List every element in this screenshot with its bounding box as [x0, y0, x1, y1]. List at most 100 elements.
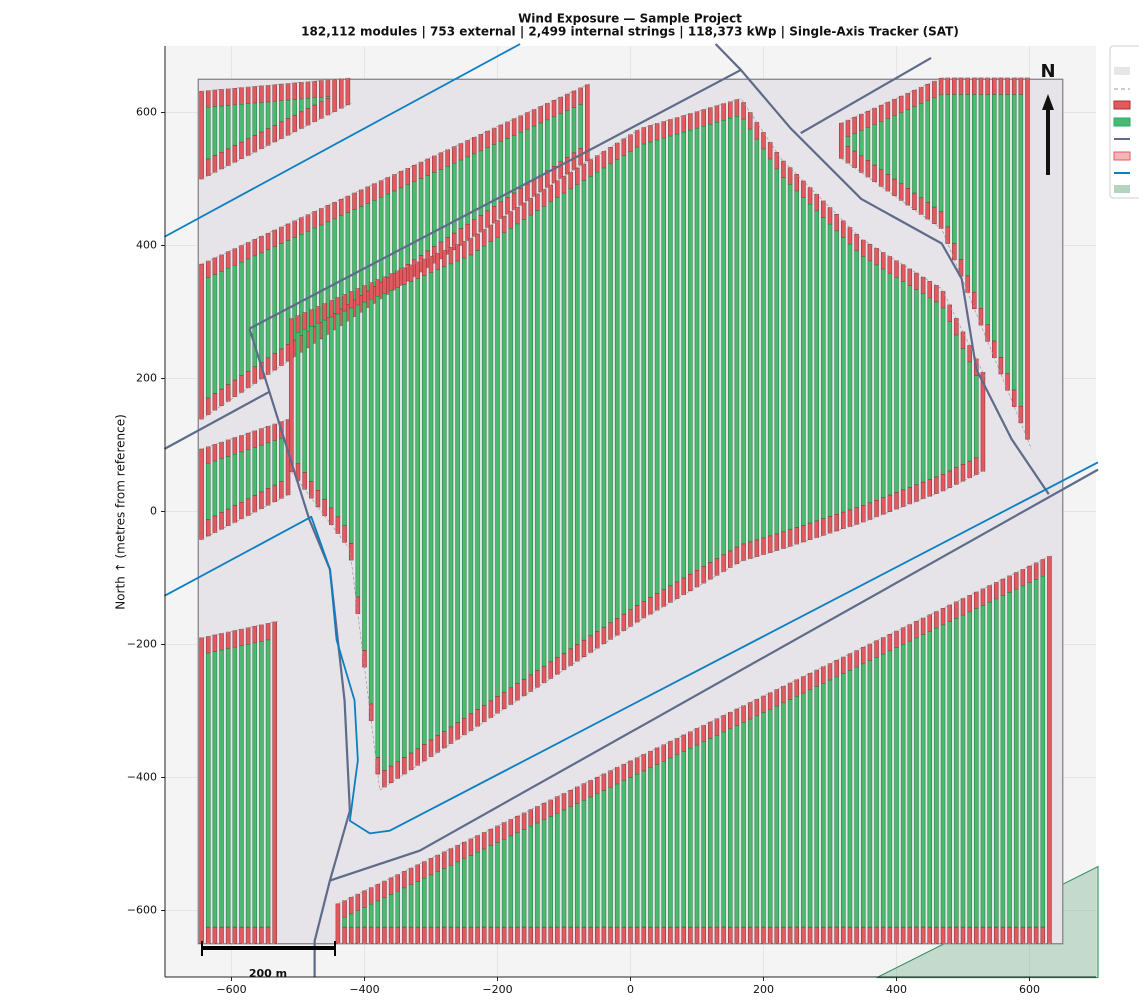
tracker-cap: [741, 926, 746, 944]
tracker-cap: [834, 926, 839, 944]
tracker-cap: [265, 128, 271, 146]
tracker-inner: [378, 197, 384, 283]
tracker-inner: [508, 228, 514, 689]
tracker-inner: [965, 94, 970, 277]
tracker-cap: [661, 744, 666, 762]
tracker-cap: [595, 776, 600, 795]
tracker-cap: [455, 722, 460, 740]
tracker-cap: [252, 495, 258, 513]
tracker-cap: [315, 306, 321, 324]
tracker-cap: [205, 636, 211, 654]
block-edge: [201, 418, 290, 450]
tracker-cap: [368, 887, 374, 905]
tracker-cap: [521, 678, 527, 697]
tracker-inner: [892, 115, 897, 180]
block-edge: [291, 469, 987, 791]
north-label: N: [1040, 61, 1055, 82]
tracker-inner: [375, 900, 381, 928]
tracker-cap: [521, 926, 527, 944]
tracker-cap: [920, 276, 926, 295]
tracker-cap: [1018, 406, 1024, 424]
tracker-cap: [925, 83, 931, 102]
tracker-cap: [741, 543, 746, 561]
tracker-cap: [388, 273, 394, 291]
tracker-cap: [535, 926, 540, 944]
tracker-cap: [987, 926, 992, 944]
tracker-cap: [465, 140, 470, 158]
block-edge: [201, 77, 352, 92]
tracker-cap: [894, 492, 899, 510]
tracker-cap: [887, 494, 893, 512]
tracker-cap: [940, 474, 946, 492]
tracker-cap: [934, 611, 939, 629]
tracker-inner: [265, 442, 271, 489]
tracker-cap: [535, 806, 540, 824]
road: [329, 468, 1099, 882]
tracker-inner: [814, 210, 819, 522]
tracker-inner: [774, 705, 780, 928]
tracker-cap: [581, 163, 587, 181]
tracker-cap: [794, 527, 799, 545]
tracker-cap: [807, 187, 813, 205]
tracker-inner: [239, 645, 244, 928]
tracker-cap: [508, 926, 514, 944]
tracker-cap: [767, 926, 773, 944]
tracker-inner: [854, 666, 859, 928]
tracker-cap: [932, 80, 937, 99]
tracker-inner: [232, 454, 238, 506]
tracker-cap: [960, 926, 966, 944]
tracker-inner: [814, 686, 819, 928]
tracker-cap: [668, 119, 673, 137]
tracker-inner: [272, 101, 277, 126]
tracker-cap: [299, 111, 304, 129]
tracker-inner: [561, 192, 567, 654]
tracker-cap: [501, 691, 507, 710]
tracker-cap: [488, 224, 494, 242]
tracker-cap: [588, 926, 593, 944]
tracker-cap: [681, 115, 686, 133]
road: [163, 390, 270, 450]
tracker-cap: [245, 242, 251, 260]
tracker-cap: [225, 251, 231, 269]
tracker-cap: [305, 108, 311, 126]
tracker-cap: [787, 529, 793, 547]
tracker-inner: [674, 133, 680, 583]
tracker-inner: [342, 916, 347, 928]
tracker-inner: [402, 284, 407, 758]
tracker-inner: [448, 865, 454, 928]
tracker-cap: [987, 585, 992, 603]
tracker-cap: [661, 589, 666, 607]
tracker-inner: [462, 858, 467, 928]
tracker-cap: [588, 780, 593, 798]
tracker-cap: [488, 926, 494, 944]
y-axis-label: North ↑ (metres from reference): [114, 414, 128, 610]
tracker-inner: [525, 128, 530, 185]
tracker-cap: [894, 926, 899, 944]
tracker-inner: [747, 128, 753, 543]
block-edge: [201, 493, 290, 540]
tracker-cap: [205, 519, 211, 537]
x-tick-label: 600: [1019, 983, 1040, 996]
tracker-cap: [555, 926, 560, 944]
tracker-cap: [721, 926, 726, 944]
tracker-inner: [595, 793, 600, 928]
north-arrow-head: [1042, 94, 1054, 110]
tracker-inner: [272, 440, 277, 486]
tracker-cap: [960, 464, 966, 482]
tracker-cap: [561, 652, 567, 671]
tracker-cap: [428, 739, 434, 757]
tracker-cap: [219, 152, 224, 170]
tracker-cap: [847, 653, 853, 671]
tracker-cap: [332, 202, 337, 220]
tracker-cap: [992, 77, 997, 95]
tracker-inner: [898, 112, 904, 185]
tracker-cap: [455, 845, 460, 863]
tracker-cap: [781, 160, 786, 178]
tracker-cap: [845, 119, 851, 138]
tracker-cap: [887, 634, 893, 652]
tracker-inner: [621, 155, 627, 615]
tracker-inner: [920, 293, 926, 483]
tracker-inner: [245, 103, 251, 140]
tracker-cap: [245, 138, 251, 156]
tracker-cap: [918, 197, 924, 215]
